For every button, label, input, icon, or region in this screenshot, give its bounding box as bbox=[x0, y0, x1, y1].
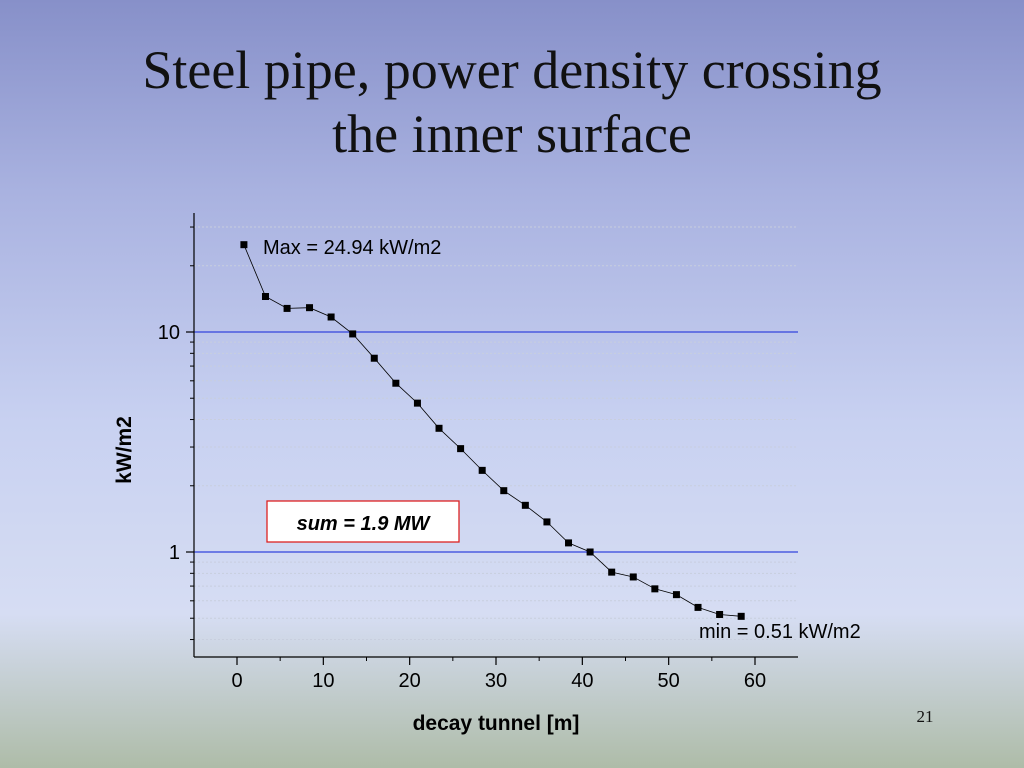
data-point bbox=[261, 292, 269, 300]
x-tick-label: 0 bbox=[231, 670, 242, 692]
data-point bbox=[283, 304, 291, 312]
data-point bbox=[370, 354, 378, 362]
data-point bbox=[651, 585, 659, 593]
grid-layer bbox=[194, 226, 798, 641]
data-point bbox=[565, 539, 573, 547]
series-line bbox=[243, 244, 742, 617]
x-tick-label: 40 bbox=[571, 670, 593, 692]
x-tick-label: 50 bbox=[658, 670, 680, 692]
x-tick-label: 10 bbox=[312, 670, 334, 692]
data-point bbox=[413, 399, 421, 407]
sum-annotation: sum = 1.9 MW bbox=[297, 513, 432, 535]
min-annotation: min = 0.51 kW/m2 bbox=[699, 621, 861, 643]
data-point bbox=[737, 612, 745, 620]
data-point bbox=[672, 591, 680, 599]
x-tick-label: 30 bbox=[485, 670, 507, 692]
slide-title-line-2: the inner surface bbox=[332, 104, 692, 164]
x-tick-label: 60 bbox=[744, 670, 766, 692]
slide-title: Steel pipe, power density crossing the i… bbox=[0, 38, 1024, 166]
data-point bbox=[543, 518, 551, 526]
sum-box bbox=[266, 500, 460, 543]
data-point bbox=[629, 573, 637, 581]
data-point bbox=[349, 330, 357, 338]
reference-lines bbox=[194, 331, 798, 553]
y-axis-label: kW/m2 bbox=[113, 416, 136, 484]
y-tick-label: 10 bbox=[158, 322, 180, 344]
max-annotation: Max = 24.94 kW/m2 bbox=[263, 237, 441, 259]
series bbox=[240, 241, 745, 620]
x-tick-label: 20 bbox=[399, 670, 421, 692]
slide-title-line-1: Steel pipe, power density crossing bbox=[142, 40, 882, 100]
ticks: 1 10 0 10 20 30 40 50 60 bbox=[158, 226, 766, 692]
slide-number: 21 bbox=[916, 707, 934, 726]
data-point bbox=[306, 304, 314, 312]
data-point bbox=[392, 379, 400, 387]
data-point bbox=[457, 445, 465, 453]
data-point bbox=[608, 568, 616, 576]
data-point bbox=[327, 313, 335, 321]
x-axis-label: decay tunnel [m] bbox=[413, 712, 580, 735]
data-point bbox=[716, 610, 724, 618]
data-point bbox=[694, 603, 702, 611]
data-point bbox=[521, 501, 529, 509]
data-point bbox=[478, 466, 486, 474]
y-tick-label: 1 bbox=[169, 542, 180, 564]
data-point bbox=[500, 487, 508, 495]
data-point bbox=[435, 424, 443, 432]
axes bbox=[193, 213, 798, 658]
data-point bbox=[586, 548, 594, 556]
data-point bbox=[240, 241, 248, 249]
